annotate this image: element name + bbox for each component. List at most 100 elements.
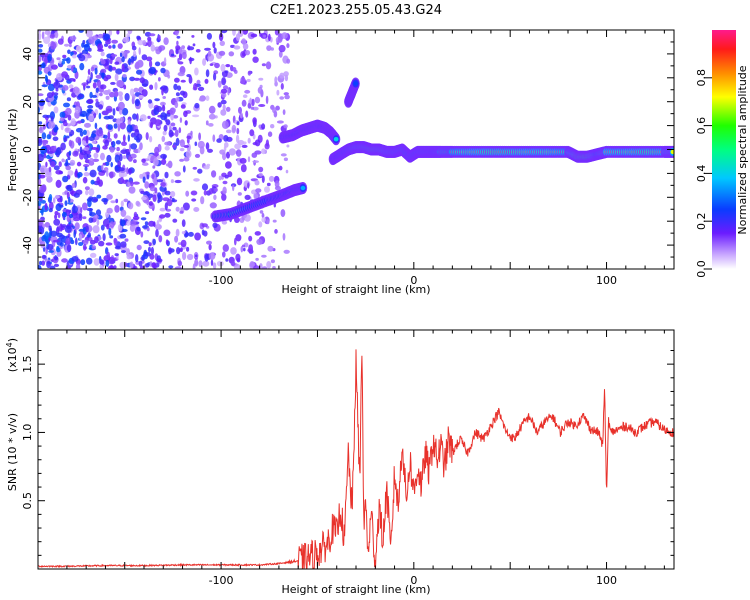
spectrogram-noise-cell [65,107,72,115]
spectrogram-noise-cell [280,209,286,218]
spectrogram-noise-cell [119,261,126,269]
spectrogram-noise-cell [249,97,252,105]
snr-series-line [38,349,674,569]
spectrogram-noise-cell [43,153,47,159]
spectrogram-noise-cell [74,222,80,230]
spectrogram-noise-cell [98,240,105,247]
spectrogram-noise-cell [239,157,247,164]
spectrogram-noise-cell [147,38,152,48]
spectrogram-noise-cell [73,229,76,239]
spectrogram-noise-cell [154,82,158,91]
colorbar-tick-label: 0.4 [695,165,708,183]
spectrogram-noise-cell [40,146,48,154]
spectrogram-noise-cell [159,207,166,212]
spectrogram-noise-cell [224,70,229,74]
spectrogram-noise-cell [220,99,227,105]
spectrogram-noise-cell [67,49,71,55]
spectrogram-noise-cell [168,129,174,138]
spectrogram-noise-cell [46,260,51,269]
spectrogram-noise-cell [38,99,45,107]
colorbar: 0.0 0.2 0.4 0.6 0.8 Normalized spectral ampl… [695,30,749,278]
spectrogram-noise-cell [56,73,63,81]
spectrogram-trace [328,141,456,166]
spectrogram-noise-cell [148,201,153,206]
spectrogram-noise-cell [179,158,185,162]
spectrogram-noise-cell [141,254,145,261]
spectrogram-trace [448,145,674,163]
spectrogram-noise-cell [191,35,195,38]
spectrogram-noise-cell [156,179,164,183]
spectrogram-noise-cell [232,30,236,36]
spectrogram-noise-cell [164,212,171,218]
spectrogram-noise-cell [237,139,245,146]
spectrogram-noise-cell [213,47,217,54]
spectrogram-noise-cell [126,124,133,133]
spectrogram-noise-cell [62,175,69,183]
spectrogram-noise-cell [38,70,43,75]
spectrogram-noise-cell [171,197,175,202]
spectrogram-noise-cell [282,109,286,115]
spectrogram-noise-cell [54,256,59,261]
spectrogram-noise-cell [142,162,149,166]
spectrogram-noise-cell [118,167,125,172]
spectrogram-noise-cell [119,95,123,102]
spectrogram-noise-cell [103,33,111,41]
spectrogram-trace-core [300,185,306,191]
spectrogram-traces-layer [211,77,674,223]
spectrogram-noise-cell [164,202,168,211]
spectrogram-noise-cell [160,67,166,74]
colorbar-tick-label: 0.8 [695,69,708,87]
spectrogram-noise-cell [61,212,67,218]
spectrogram-noise-cell [39,174,46,179]
spectrogram-noise-cell [150,121,153,129]
spectrogram-noise-cell [206,240,212,245]
spectrogram-noise-cell [64,225,72,233]
spectrogram-noise-cell [226,151,230,159]
spectrogram-noise-cell [63,137,68,142]
spectrogram-noise-cell [203,190,208,196]
spectrogram-noise-cell [244,89,251,94]
spectrogram-noise-cell [90,66,95,72]
spectrogram-panel: -100 0 100 -40 -20 0 20 40 Height of straight … [6,29,675,296]
spectrogram-noise-cell [182,165,186,173]
spectrogram-noise-cell [227,87,230,96]
spectrogram-noise-cell [93,258,100,266]
spectrogram-noise-cell [44,222,51,228]
spectrogram-noise-cell [252,142,258,146]
spectrogram-noise-cell [50,64,58,70]
spectrogram-noise-cell [134,98,141,107]
spectrogram-noise-cell [183,156,190,162]
spectrogram-noise-cell [102,162,107,166]
spectrogram-noise-cell [140,196,147,201]
spectrogram-noise-cell [108,30,113,36]
spectrogram-noise-cell [154,98,160,102]
spectrogram-noise-cell [91,110,95,115]
spectrogram-noise-cell [207,50,212,57]
spectrogram-noise-cell [207,148,213,153]
spectrogram-noise-cell [172,144,177,148]
spectrogram-trace-core [670,149,674,155]
spectrogram-noise-cell [64,200,68,207]
spectrogram-noise-cell [153,157,159,167]
spectrogram-noise-cell [172,218,178,223]
spectrogram-noise-cell [258,221,263,228]
spectrogram-noise-cell [111,54,118,57]
spectrogram-noise-cell [38,178,42,186]
spectrogram-noise-cell [83,83,86,88]
spectrogram-noise-cell [38,32,42,41]
spectrogram-noise-cell [161,158,167,165]
spectrogram-noise-cell [170,53,175,57]
spectrogram-noise-cell [206,32,212,40]
spectrogram-noise-cell [163,85,169,94]
spectrogram-noise-cell [209,202,217,209]
spectrogram-noise-cell [128,58,131,66]
spectrogram-noise-cell [122,74,127,78]
spectrogram-noise-cell [59,204,64,208]
spectrogram-noise-cell [73,217,80,222]
spectrogram-noise-cell [78,94,84,98]
spectrogram-noise-cell [135,61,140,68]
spectrogram-noise-cell [127,168,132,175]
spectrogram-noise-cell [219,149,226,155]
spectrogram-noise-cell [108,45,112,49]
spectrogram-noise-cell [75,136,82,144]
